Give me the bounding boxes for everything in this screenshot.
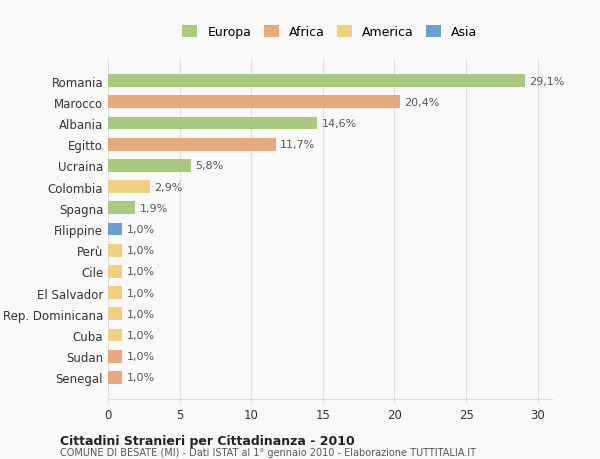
Text: 20,4%: 20,4% <box>404 98 440 107</box>
Bar <box>108 371 122 384</box>
Text: 5,8%: 5,8% <box>196 161 224 171</box>
Text: 1,0%: 1,0% <box>127 352 155 361</box>
Bar <box>108 286 122 299</box>
Text: 14,6%: 14,6% <box>322 119 356 129</box>
Text: Cittadini Stranieri per Cittadinanza - 2010: Cittadini Stranieri per Cittadinanza - 2… <box>60 434 355 447</box>
Bar <box>108 244 122 257</box>
Text: 1,9%: 1,9% <box>140 203 168 213</box>
Text: 1,0%: 1,0% <box>127 330 155 340</box>
Bar <box>108 265 122 278</box>
Text: 2,9%: 2,9% <box>154 182 182 192</box>
Bar <box>108 139 275 151</box>
Bar <box>108 118 317 130</box>
Text: 1,0%: 1,0% <box>127 309 155 319</box>
Text: 1,0%: 1,0% <box>127 246 155 256</box>
Text: 1,0%: 1,0% <box>127 267 155 277</box>
Bar <box>108 75 525 88</box>
Text: 11,7%: 11,7% <box>280 140 315 150</box>
Text: 1,0%: 1,0% <box>127 288 155 298</box>
Text: COMUNE DI BESATE (MI) - Dati ISTAT al 1° gennaio 2010 - Elaborazione TUTTITALIA.: COMUNE DI BESATE (MI) - Dati ISTAT al 1°… <box>60 448 476 458</box>
Bar <box>108 160 191 173</box>
Legend: Europa, Africa, America, Asia: Europa, Africa, America, Asia <box>179 22 481 43</box>
Bar <box>108 329 122 341</box>
Bar <box>108 223 122 236</box>
Text: 1,0%: 1,0% <box>127 373 155 382</box>
Bar <box>108 96 400 109</box>
Bar <box>108 350 122 363</box>
Bar <box>108 181 149 194</box>
Text: 29,1%: 29,1% <box>529 77 565 86</box>
Bar <box>108 202 135 215</box>
Bar <box>108 308 122 320</box>
Text: 1,0%: 1,0% <box>127 224 155 235</box>
